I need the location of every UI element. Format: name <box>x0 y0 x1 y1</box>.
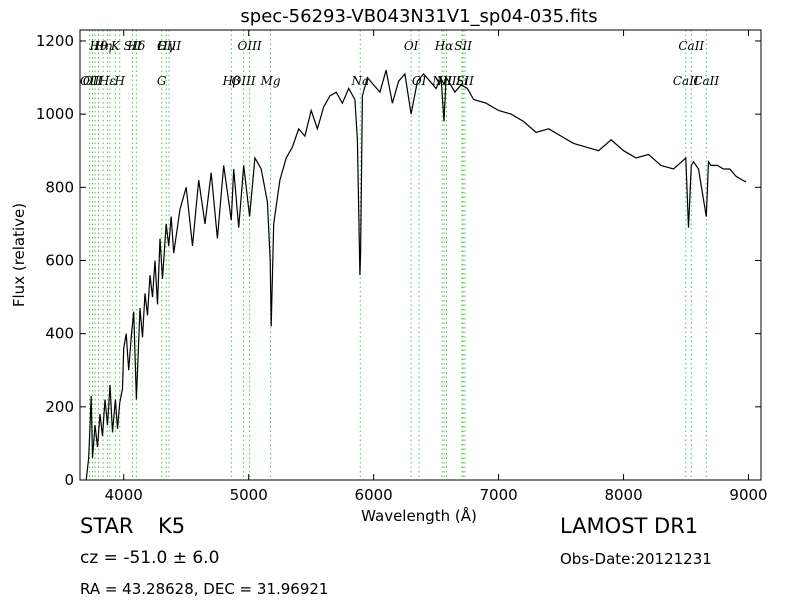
spectral-line-label-upper: K <box>110 39 121 53</box>
spectral-line-label-upper: Hη <box>93 39 112 53</box>
redshift-label: cz = -51.0 ± 6.0 <box>80 548 220 568</box>
x-axis-label: Wavelength (Å) <box>361 506 477 525</box>
y-tick-label: 0 <box>64 471 74 489</box>
x-tick-label: 5000 <box>230 486 268 504</box>
flux-series-line <box>85 70 747 481</box>
x-tick-label: 6000 <box>355 486 393 504</box>
spectral-line-label-upper: SII <box>124 39 142 53</box>
y-tick-label: 800 <box>45 178 74 196</box>
spectral-line-label-lower: Li <box>455 74 468 88</box>
spectral-line-label-lower: SII <box>456 74 474 88</box>
obs-date-label: Obs-Date:20121231 <box>560 550 712 568</box>
spectral-line-label-upper: OI <box>404 39 419 53</box>
object-class-label: STAR <box>80 514 134 538</box>
x-tick-label: 4000 <box>105 486 143 504</box>
y-tick-label: 200 <box>45 398 74 416</box>
radec-label: RA = 43.28628, DEC = 31.96921 <box>80 580 329 598</box>
spectral-line-label-upper: Hα <box>434 39 454 53</box>
spectral-line-label-upper: Hθ <box>89 39 108 53</box>
survey-label: LAMOST DR1 <box>560 514 699 538</box>
y-tick-label: 400 <box>45 325 74 343</box>
spectral-line-label-upper: SII <box>454 39 472 53</box>
spectral-line-label-lower: H <box>114 74 126 88</box>
spectral-line-label-lower: CaII <box>673 74 699 88</box>
spectral-line-label-lower: Na <box>350 74 369 88</box>
chart-title: spec-56293-VB043N31V1_sp04-035.fits <box>240 6 597 27</box>
x-axis-ticks: 4000 5000 6000 7000 8000 9000 <box>105 30 768 504</box>
y-tick-label: 1200 <box>36 32 74 50</box>
spectral-line-label-lower: OI <box>412 74 427 88</box>
spectral-line-label-upper: Hδ <box>127 39 146 53</box>
x-tick-label: 7000 <box>480 486 518 504</box>
spectral-line-label-lower: OII <box>83 74 103 88</box>
y-tick-label: 600 <box>45 251 74 269</box>
spectral-line-label-upper: Hγ <box>156 39 175 53</box>
y-tick-label: 1000 <box>36 105 74 123</box>
spectral-line-label-lower: G <box>157 74 167 88</box>
y-axis-label: Flux (relative) <box>10 203 28 307</box>
plot-frame <box>79 29 762 481</box>
spectral-line-label-upper: OIII <box>157 39 181 53</box>
spectral-line-label-lower: Hε <box>98 74 116 88</box>
spectral-line-label-lower: CaII <box>693 74 719 88</box>
spectral-line-label-lower: OII <box>80 74 100 88</box>
spectral-line-label-lower: Hβ <box>222 74 240 88</box>
y-axis-ticks: 0 200 400 600 800 1000 1200 <box>36 32 761 489</box>
x-tick-label: 9000 <box>729 486 767 504</box>
spectral-line-label-lower: Mg <box>260 74 281 88</box>
spectral-line-markers <box>89 30 707 480</box>
object-subclass-label: K5 <box>158 514 186 538</box>
spectral-line-label-upper: OIII <box>238 39 262 53</box>
spectral-line-label-lower: OIII <box>232 74 256 88</box>
x-tick-label: 8000 <box>604 486 642 504</box>
spectral-line-label-upper: CaII <box>678 39 704 53</box>
